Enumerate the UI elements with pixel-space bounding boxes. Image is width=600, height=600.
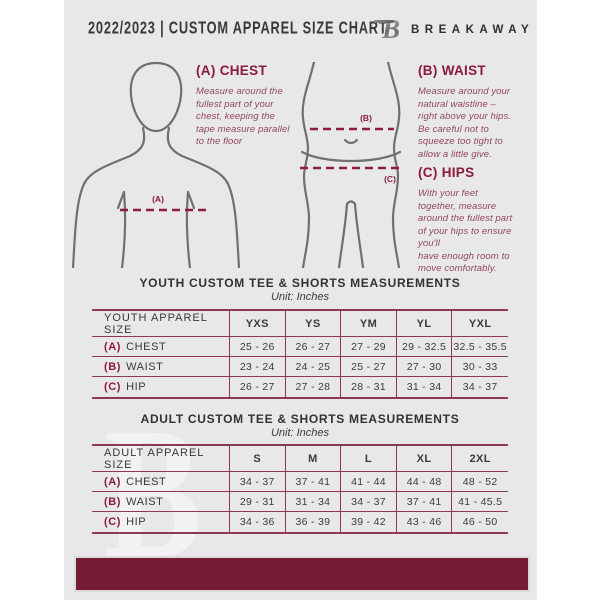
lower-body-diagram: (B) (C) [300,62,402,268]
hips-instructions: With your feet together, measure around … [418,188,513,274]
youth-waist-row-label: (B) WAIST [92,357,230,377]
table-cell: 27 - 30 [396,357,453,377]
table-cell: 34 - 36 [230,512,286,532]
table-cell: 34 - 37 [341,492,397,512]
adult-size-2xl: 2XL [452,446,508,472]
youth-chest-row-label: (A) CHEST [92,337,230,357]
left-shoulder-arm [71,126,146,268]
table-cell: 34 - 37 [462,381,498,393]
adult-size-xl: XL [396,446,453,472]
table-cell: 28 - 31 [341,377,397,397]
table-cell: 37 - 41 [396,492,453,512]
table-cell: 31 - 34 [285,492,342,512]
chart-page: 2022/2023 | CUSTOM APPAREL SIZE CHART B … [64,0,537,600]
youth-table-header-cell: YOUTH APPAREL SIZE [92,311,230,337]
watermark-logo: B [104,388,202,597]
adult-section-title: ADULT CUSTOM TEE & SHORTS MEASUREMENTS [140,412,460,426]
table-cell: 41 - 45.5 [452,492,508,512]
adult-table-header-cell: ADULT APPAREL SIZE [92,446,230,472]
table-cell: 44 - 48 [396,472,453,492]
hip-marker-label: (C) [384,174,396,184]
youth-unit-label: Unit: Inches [270,291,330,303]
adult-size-s: S [230,446,286,472]
leg-gap-top [345,200,357,206]
youth-size-ys: YS [285,311,342,337]
adult-unit-label: Unit: Inches [270,427,330,439]
youth-size-table: YOUTH APPAREL SIZE YXS YS YM YL YXL (A) … [92,309,508,399]
logo-bar [374,20,394,23]
chest-marker-label: (A) [152,194,164,204]
table-cell: 43 - 46 [397,512,453,532]
waistband-curve [300,150,402,163]
table-cell: 39 - 42 [341,512,397,532]
waist-instructions: Measure around your natural waistline – … [418,86,512,160]
page-title: 2022/2023 | CUSTOM APPAREL SIZE CHART [88,18,388,38]
table-cell: 25 - 27 [341,357,397,377]
table-cell: 25 - 26 [230,337,286,357]
right-body-outline [386,62,401,268]
left-armpit-tick [116,190,126,210]
adult-waist-row-label: (B) WAIST [92,492,230,512]
youth-size-yxs: YXS [230,311,286,337]
youth-size-yxl: YXL [452,311,508,337]
table-cell: 34 - 37 [230,472,286,492]
table-cell: 30 - 33 [452,357,508,377]
chest-instructions: Measure around the fullest part of your … [196,86,290,147]
right-armpit-tick [186,190,196,210]
adult-chest-row-label: (A) CHEST [92,472,230,492]
navel-mark [343,138,359,145]
table-cell: 29 - 31 [230,492,286,512]
breakaway-logo-icon: B [374,13,406,45]
table-cell: 41 - 44 [341,472,397,492]
table-cell: 26 - 27 [230,377,286,397]
head-outline [129,61,183,133]
brand-name: BREAKAWAY [411,24,535,36]
adult-size-table: ADULT APPAREL SIZE S M L XL 2XL (A) CHES… [92,444,508,534]
table-cell: 27 - 29 [341,337,397,357]
waist-marker-label: (B) [360,113,372,123]
adult-size-m: M [285,446,342,472]
table-cell: 24 - 25 [285,357,342,377]
torso-diagram: (A) [71,61,241,268]
table-cell: 46 - 50 [462,516,498,528]
youth-size-yl: YL [396,311,453,337]
right-inner-arm [185,190,192,268]
table-cell: 32.5 - 35.5 [452,337,508,357]
youth-section-title: YOUTH CUSTOM TEE & SHORTS MEASUREMENTS [139,276,461,290]
table-cell: 31 - 34 [397,377,453,397]
table-cell: 26 - 27 [285,337,342,357]
adult-hip-row-label: (C) HIP [92,512,230,532]
waist-heading: (B) WAIST [418,63,486,78]
table-cell: 29 - 32.5 [396,337,453,357]
table-cell: 37 - 41 [285,472,342,492]
left-inner-arm [120,190,127,268]
table-cell: 27 - 28 [286,377,342,397]
youth-hip-row-label: (C) HIP [92,377,230,397]
right-inner-leg [353,202,365,268]
table-cell: 36 - 39 [286,512,342,532]
logo-letter: B [376,13,406,45]
table-cell: 23 - 24 [230,357,286,377]
hips-heading: (C) HIPS [418,165,475,180]
right-shoulder-arm [166,126,241,268]
adult-size-l: L [341,446,397,472]
footer-accent-bar [74,556,530,592]
youth-size-ym: YM [341,311,397,337]
chest-heading: (A) CHEST [196,63,267,78]
left-inner-leg [337,202,349,268]
table-cell: 48 - 52 [452,472,508,492]
left-body-outline [301,62,316,268]
